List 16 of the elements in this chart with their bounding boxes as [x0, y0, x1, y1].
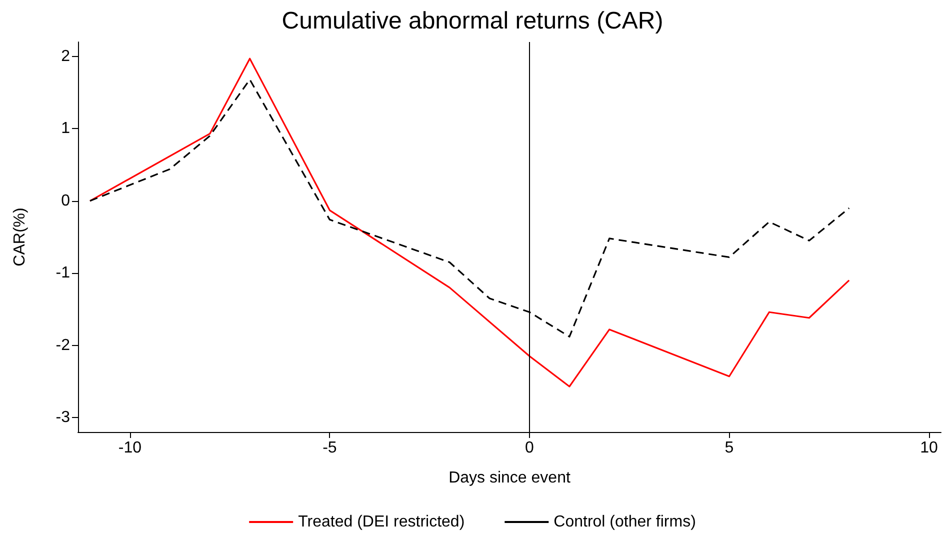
- x-tick-label: 0: [525, 440, 534, 456]
- x-tick-label: -10: [118, 440, 142, 456]
- y-axis-title: CAR(%): [12, 208, 28, 266]
- x-tick-label: 10: [920, 440, 938, 456]
- y-tick-label: 0: [61, 192, 70, 210]
- legend-label: Treated (DEI restricted): [298, 514, 465, 530]
- chart-title: Cumulative abnormal returns (CAR): [282, 8, 664, 34]
- x-tick-label: -5: [322, 440, 337, 456]
- y-tick-label: 1: [61, 120, 70, 138]
- x-tick-label: 5: [724, 440, 734, 456]
- y-tick-label: -2: [56, 336, 70, 354]
- y-tick-label: -1: [56, 264, 70, 282]
- y-tick-label: -3: [56, 409, 70, 426]
- x-axis-title: Days since event: [448, 470, 571, 486]
- legend-label: Control (other firms): [554, 514, 696, 530]
- y-tick-label: 2: [61, 48, 70, 65]
